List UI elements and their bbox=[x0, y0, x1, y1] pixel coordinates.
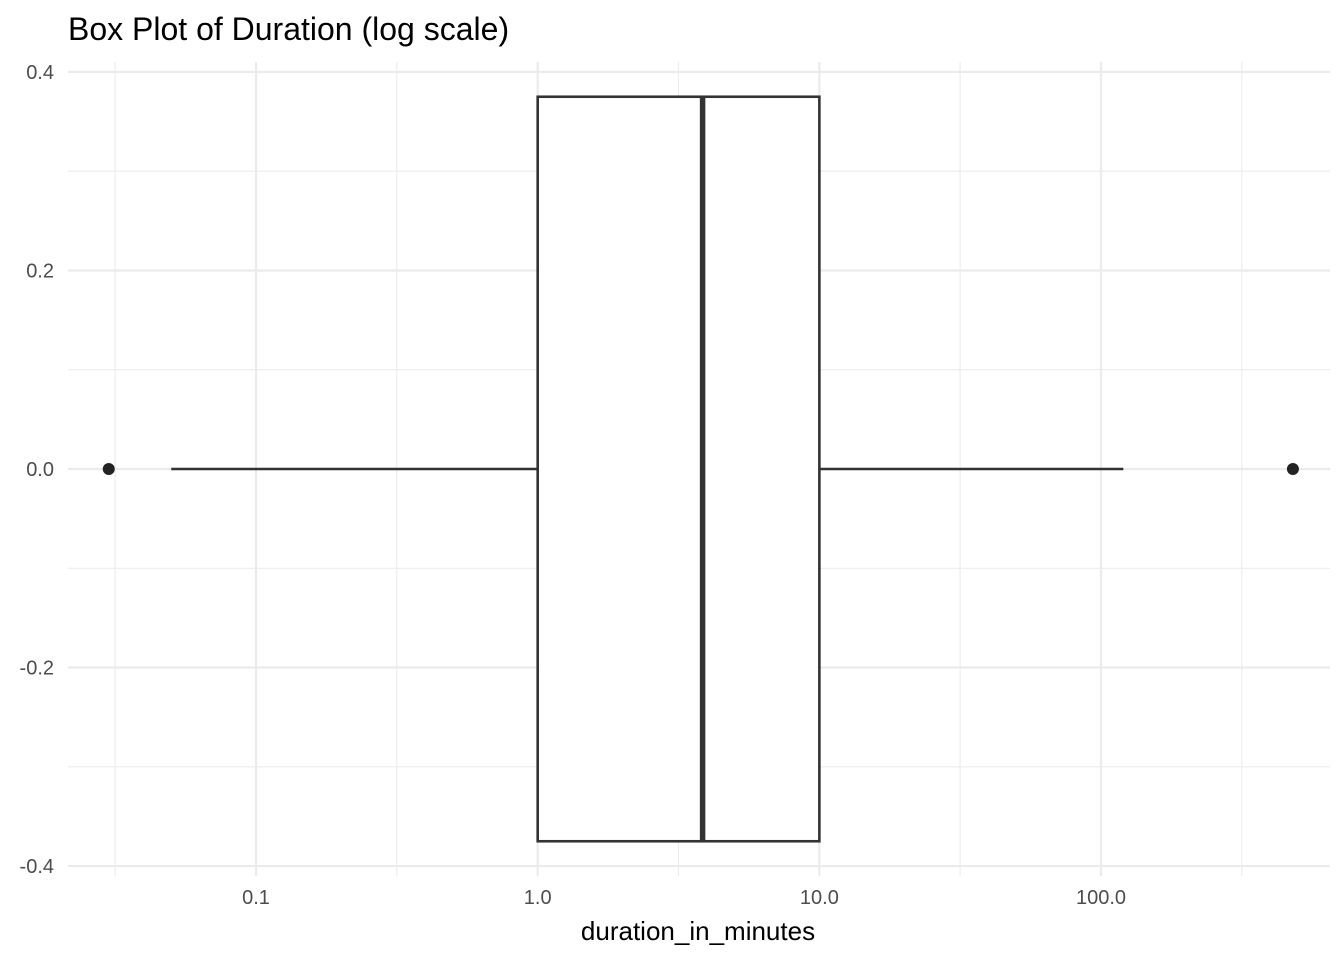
chart-title: Box Plot of Duration (log scale) bbox=[68, 11, 509, 47]
x-tick-label: 0.1 bbox=[242, 887, 270, 909]
y-axis-tick-labels: 0.4 0.2 0.0 -0.2 -0.4 bbox=[20, 62, 54, 878]
y-tick-label: -0.2 bbox=[20, 658, 54, 680]
y-tick-label: 0.2 bbox=[26, 260, 54, 282]
y-tick-label: 0.0 bbox=[26, 459, 54, 481]
x-axis-tick-labels: 0.1 1.0 10.0 100.0 bbox=[242, 887, 1126, 909]
outlier-point bbox=[1286, 463, 1299, 475]
y-tick-label: 0.4 bbox=[26, 62, 54, 84]
box-plot-marks bbox=[102, 95, 1299, 843]
interquartile-box bbox=[536, 95, 821, 843]
outlier-point bbox=[102, 463, 115, 475]
x-axis-title: duration_in_minutes bbox=[581, 916, 815, 946]
x-tick-label: 10.0 bbox=[800, 887, 839, 909]
x-tick-label: 100.0 bbox=[1076, 887, 1126, 909]
x-tick-label: 1.0 bbox=[524, 887, 552, 909]
y-tick-label: -0.4 bbox=[20, 856, 54, 878]
